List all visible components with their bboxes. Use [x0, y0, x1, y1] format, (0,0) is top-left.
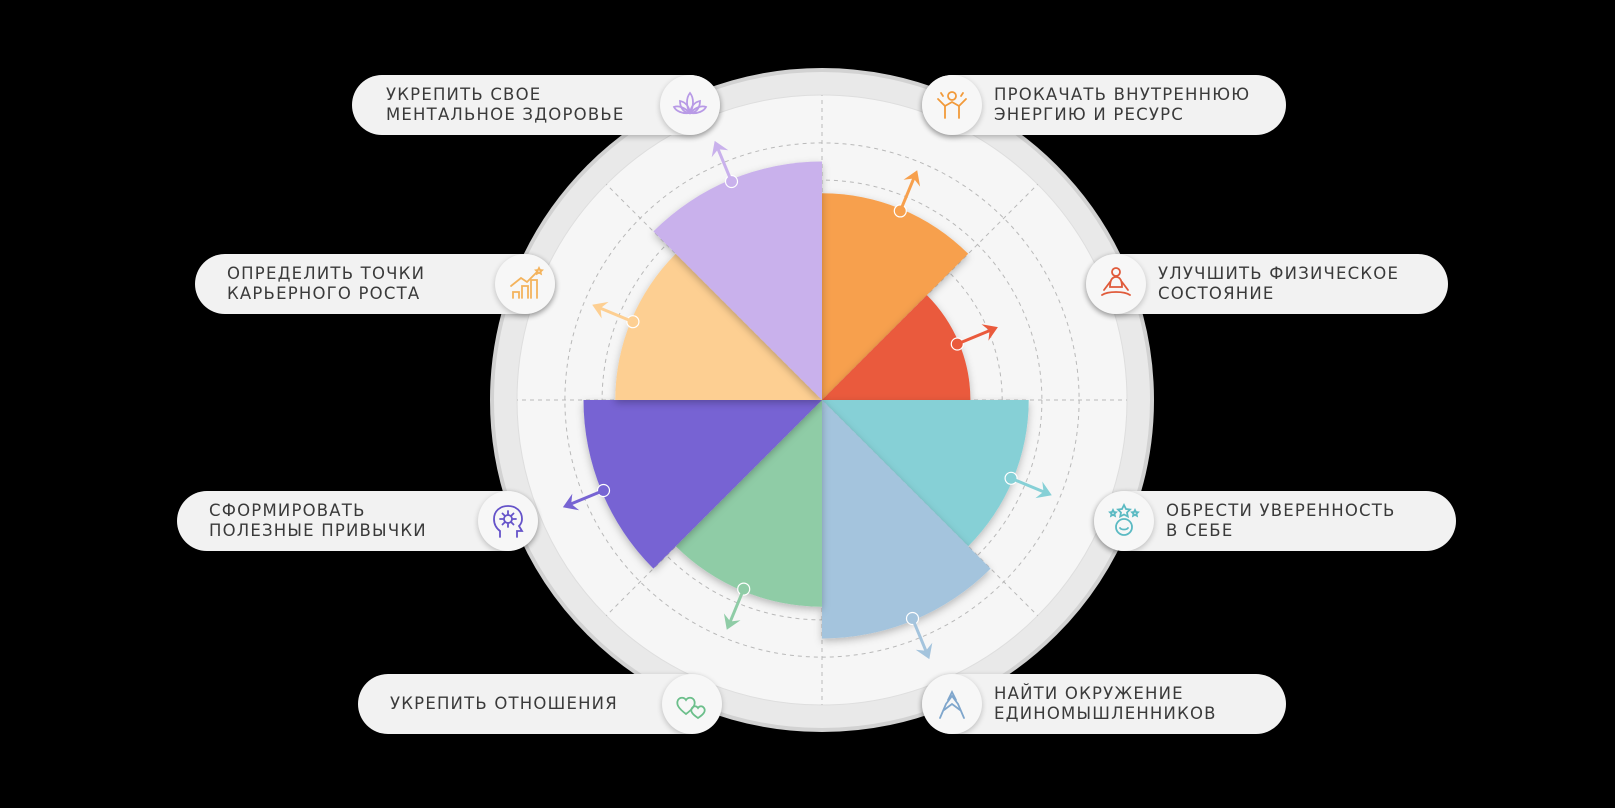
goal-pill-confidence: ОБРЕСТИ УВЕРЕННОСТЬ В СЕБЕ — [1094, 491, 1456, 551]
lotus-icon — [660, 75, 720, 135]
arrow-shaft-energy — [898, 177, 916, 212]
sector-mental — [653, 161, 822, 400]
arrow-shaft-mental — [716, 147, 733, 183]
sector-relations — [675, 400, 822, 607]
goal-pill-relations: УКРЕПИТЬ ОТНОШЕНИЯ — [358, 674, 718, 734]
sector-physical — [822, 295, 971, 400]
goal-label-relations: УКРЕПИТЬ ОТНОШЕНИЯ — [390, 694, 618, 713]
arrow-energy — [893, 170, 921, 218]
goal-label-career: ОПРЕДЕЛИТЬ ТОЧКИ КАРЬЕРНОГО РОСТА — [227, 264, 426, 303]
arrows — [562, 140, 1052, 660]
goal-label-habits: СФОРМИРОВАТЬ ПОЛЕЗНЫЕ ПРИВЫЧКИ — [209, 501, 427, 540]
sectors — [583, 161, 1029, 639]
goal-pill-career: ОПРЕДЕЛИТЬ ТОЧКИ КАРЬЕРНОГО РОСТА — [195, 254, 555, 314]
energy-person-icon — [922, 75, 982, 135]
goal-pill-energy: ПРОКАЧАТЬ ВНУТРЕННЮЮ ЭНЕРГИЮ И РЕСУРС — [922, 75, 1286, 135]
hands-together-icon — [922, 674, 982, 734]
arrow-head-physical — [981, 324, 998, 341]
arrow-shaft-relations — [728, 588, 746, 623]
arrow-head-career — [592, 301, 609, 319]
goal-pill-mental: УКРЕПИТЬ СВОЕ МЕНТАЛЬНОЕ ЗДОРОВЬЕ — [352, 75, 720, 135]
goal-pill-community: НАЙТИ ОКРУЖЕНИЕ ЕДИНОМЫШЛЕННИКОВ — [922, 674, 1286, 734]
goal-label-confidence: ОБРЕСТИ УВЕРЕННОСТЬ В СЕБЕ — [1166, 501, 1396, 540]
confidence-stars-icon — [1094, 491, 1154, 551]
career-growth-icon — [495, 254, 555, 314]
meditation-icon — [1086, 254, 1146, 314]
goal-label-mental: УКРЕПИТЬ СВОЕ МЕНТАЛЬНОЕ ЗДОРОВЬЕ — [386, 85, 625, 124]
arrow-habits — [562, 483, 611, 511]
arrow-shaft-community — [911, 617, 928, 653]
arrow-career — [592, 301, 640, 329]
sector-habits — [583, 400, 822, 569]
goal-pill-habits: СФОРМИРОВАТЬ ПОЛЕЗНЫЕ ПРИВЫЧКИ — [177, 491, 537, 551]
arrow-shaft-habits — [569, 489, 605, 506]
arrow-shaft-career — [599, 306, 634, 324]
goal-pill-physical: УЛУЧШИТЬ ФИЗИЧЕСКОЕ СОСТОЯНИЕ — [1086, 254, 1448, 314]
arrow-head-community — [915, 642, 933, 660]
arrow-relations — [723, 582, 751, 630]
arrow-community — [905, 611, 933, 660]
sector-energy — [822, 193, 969, 400]
hearts-icon — [662, 674, 722, 734]
arrow-head-energy — [903, 170, 921, 187]
arrow-head-confidence — [1035, 481, 1052, 499]
arrow-mental — [711, 140, 739, 189]
head-gear-icon — [478, 491, 538, 551]
goal-label-community: НАЙТИ ОКРУЖЕНИЕ ЕДИНОМЫШЛЕННИКОВ — [994, 684, 1217, 723]
arrow-head-relations — [723, 613, 741, 630]
sector-career — [615, 253, 822, 400]
arrow-confidence — [1004, 471, 1052, 499]
arrow-shaft-physical — [956, 328, 992, 346]
arrow-physical — [950, 324, 998, 351]
sector-confidence — [822, 400, 1029, 547]
arrow-head-habits — [562, 493, 580, 511]
arrow-head-mental — [711, 140, 729, 158]
goal-label-physical: УЛУЧШИТЬ ФИЗИЧЕСКОЕ СОСТОЯНИЕ — [1158, 264, 1400, 303]
sector-community — [822, 400, 991, 639]
arrow-shaft-confidence — [1010, 476, 1045, 494]
goal-label-energy: ПРОКАЧАТЬ ВНУТРЕННЮЮ ЭНЕРГИЮ И РЕСУРС — [994, 85, 1251, 124]
